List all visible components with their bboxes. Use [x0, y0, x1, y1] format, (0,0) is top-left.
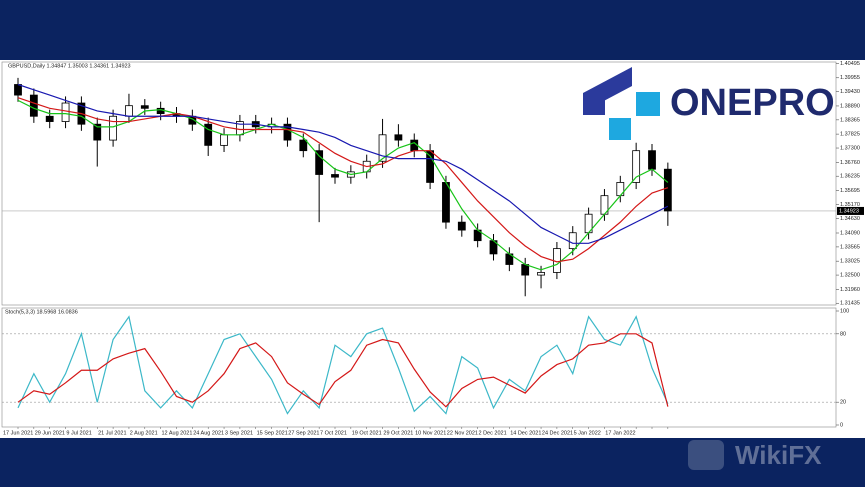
candle-body [394, 134, 403, 141]
y-tick-label: 0 [840, 422, 843, 428]
candle-body [648, 150, 656, 170]
y-tick-label: 1.31435 [840, 301, 860, 307]
candle-body [61, 102, 70, 122]
y-tick-label: 1.34630 [840, 216, 860, 222]
y-tick-label: 1.36760 [840, 160, 860, 166]
candle-body [140, 105, 149, 109]
candle-body [537, 272, 545, 276]
x-tick-label: 24 Dec 2021 [542, 430, 573, 436]
logo-shape [609, 118, 631, 140]
candle-body [29, 94, 38, 117]
candle-body [204, 123, 213, 146]
x-tick-label: 21 Jul 2021 [98, 430, 126, 436]
candle-body [315, 150, 324, 175]
candle-body [125, 105, 133, 117]
y-tick-label: 1.36235 [840, 174, 860, 180]
candle-body [283, 123, 292, 141]
x-tick-label: 17 Jan 2022 [605, 430, 635, 436]
x-tick-label: 2 Aug 2021 [130, 430, 158, 436]
candle-body [93, 123, 102, 141]
watermark-icon [688, 440, 724, 470]
candle-body [109, 115, 117, 141]
candle-body [331, 174, 339, 178]
y-tick-label: 1.38890 [840, 103, 860, 109]
x-tick-label: 14 Dec 2021 [510, 430, 541, 436]
x-tick-label: 27 Sep 2021 [288, 430, 319, 436]
x-tick-label: 7 Oct 2021 [320, 430, 347, 436]
y-tick-label: 1.35170 [840, 202, 860, 208]
y-tick-label: 1.31960 [840, 287, 860, 293]
last-price-label: 1.34923 [839, 208, 859, 214]
x-tick-label: 15 Sep 2021 [257, 430, 288, 436]
x-tick-label: 22 Nov 2021 [447, 430, 478, 436]
candle-body [45, 115, 54, 122]
x-tick-label: 29 Jun 2021 [35, 430, 65, 436]
candle-body [521, 264, 530, 276]
x-tick-label: 10 Nov 2021 [415, 430, 446, 436]
main-title: GBPUSD,Daily 1.34847 1.35003 1.34361 1.3… [8, 63, 131, 69]
y-tick-label: 1.37300 [840, 145, 860, 151]
last-price-box [837, 206, 864, 215]
candle-body [299, 139, 308, 152]
main-pane [1, 61, 837, 306]
stoch-title: Stoch(5,3,3) 18.5968 16.0836 [5, 309, 78, 315]
x-tick-label: 24 Aug 2021 [193, 430, 224, 436]
y-tick-label: 1.32500 [840, 273, 860, 279]
x-tick-label: 5 Jan 2022 [574, 430, 601, 436]
line [17, 83, 669, 244]
x-tick-label: 12 Aug 2021 [162, 430, 193, 436]
candle-body [14, 84, 22, 96]
candle-body [457, 221, 466, 231]
y-tick-label: 1.40495 [840, 61, 860, 67]
watermark: WikiFX [735, 440, 822, 470]
logo-shape [636, 92, 660, 116]
y-tick-label: 100 [840, 308, 849, 314]
x-tick-label: 17 Jun 2021 [3, 430, 33, 436]
x-tick-label: 29 Oct 2021 [383, 430, 413, 436]
candle-body [220, 134, 228, 146]
y-tick-label: 1.33565 [840, 244, 860, 250]
line [17, 97, 669, 263]
logo-shape [583, 93, 605, 115]
line [17, 315, 669, 415]
x-tick-label: 9 Jul 2021 [66, 430, 91, 436]
y-tick-label: 1.35695 [840, 188, 860, 194]
y-tick-label: 1.39430 [840, 89, 860, 95]
candle-body [442, 182, 450, 223]
candle-body [663, 168, 672, 212]
candle-body [378, 134, 387, 162]
y-tick-label: 1.39955 [840, 75, 860, 81]
logo: ONEPRO [583, 67, 835, 140]
y-tick-label: 20 [840, 400, 846, 406]
x-tick-label: 19 Oct 2021 [352, 430, 382, 436]
line [17, 99, 669, 271]
chart-window [0, 60, 865, 438]
x-tick-label: 2 Dec 2021 [479, 430, 507, 436]
y-tick-label: 1.38365 [840, 117, 860, 123]
y-tick-label: 1.37825 [840, 132, 860, 138]
y-tick-label: 80 [840, 331, 846, 337]
logo-text: ONEPRO [670, 82, 835, 124]
candle-body [632, 150, 641, 183]
line [17, 333, 669, 408]
candle-body [568, 232, 577, 250]
stoch-pane [1, 307, 837, 428]
y-tick-label: 1.33025 [840, 259, 860, 265]
y-tick-label: 1.34090 [840, 230, 860, 236]
x-tick-label: 3 Sep 2021 [225, 430, 253, 436]
